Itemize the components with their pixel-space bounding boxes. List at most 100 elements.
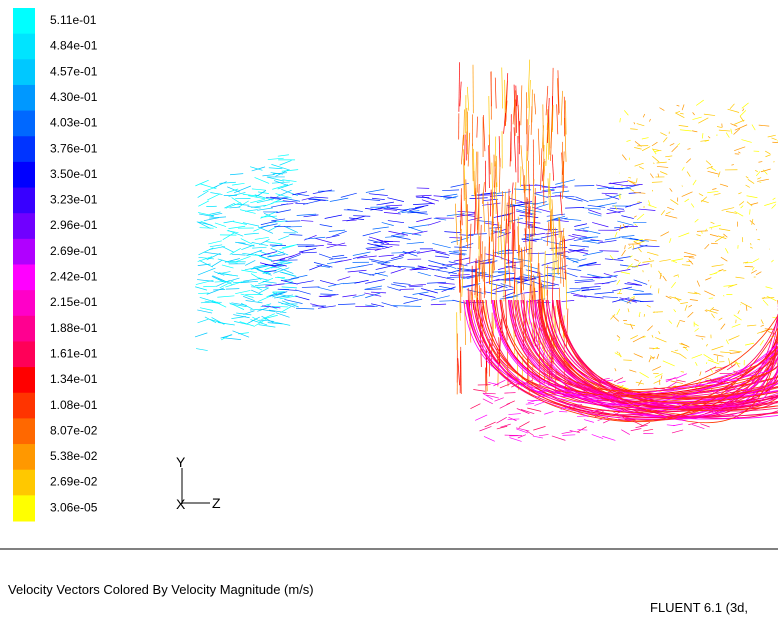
vector-glyph	[720, 380, 732, 386]
vector-glyph	[229, 248, 241, 255]
vector-glyph	[279, 255, 294, 260]
vector-glyph	[765, 286, 773, 289]
vector-glyph	[687, 292, 698, 295]
vector-glyph	[259, 308, 276, 313]
vector-glyph	[652, 155, 660, 163]
vector-glyph	[496, 199, 499, 230]
vector-glyph	[324, 214, 343, 219]
vector-glyph	[771, 204, 776, 209]
legend-swatch	[13, 213, 35, 240]
vector-glyph	[538, 434, 549, 437]
vector-glyph	[629, 255, 633, 258]
vector-glyph	[679, 353, 687, 359]
vector-glyph	[391, 232, 405, 237]
vector-glyph	[276, 189, 292, 197]
vector-glyph	[435, 251, 450, 256]
vector-glyph	[479, 224, 482, 270]
vector-glyph	[665, 214, 678, 219]
vector-glyph	[646, 251, 659, 256]
vector-glyph	[719, 385, 734, 390]
vector-glyph	[251, 289, 262, 295]
vector-glyph	[461, 134, 464, 165]
vector-glyph	[603, 394, 614, 397]
vector-glyph	[433, 217, 447, 221]
vector-glyph	[521, 238, 537, 242]
vector-glyph	[750, 202, 759, 206]
vector-glyph	[225, 281, 243, 288]
vector-glyph	[342, 294, 357, 298]
vector-glyph	[723, 233, 728, 238]
vector-glyph	[619, 297, 637, 303]
vector-glyph	[565, 100, 567, 135]
vector-glyph	[477, 184, 480, 234]
vector-glyph	[733, 128, 741, 135]
vector-glyph	[569, 430, 581, 433]
vector-glyph	[328, 229, 346, 232]
vector-glyph	[229, 206, 241, 209]
vector-glyph	[295, 295, 310, 301]
vector-glyph	[509, 196, 511, 230]
vector-glyph	[633, 353, 643, 358]
vector-glyph	[562, 434, 576, 436]
vector-glyph	[680, 112, 684, 115]
vector-glyph	[532, 179, 535, 206]
vector-glyph	[597, 416, 609, 421]
vector-glyph	[198, 292, 209, 294]
vector-glyph	[564, 238, 566, 280]
vector-glyph	[617, 256, 632, 259]
vector-glyph	[297, 280, 314, 284]
vector-glyph	[334, 258, 352, 263]
vector-glyph	[378, 208, 397, 211]
legend-label: 2.96e-01	[50, 218, 98, 232]
vector-glyph	[242, 295, 255, 301]
vector-glyph	[259, 319, 274, 322]
vector-glyph	[772, 316, 778, 319]
vector-glyph	[758, 124, 770, 127]
vector-glyph	[764, 150, 771, 155]
vector-glyph	[265, 197, 282, 200]
vector-glyph	[511, 205, 514, 251]
vector-glyph	[241, 269, 257, 274]
vector-glyph	[310, 303, 325, 308]
vector-glyph	[491, 203, 494, 242]
vector-glyph	[705, 277, 712, 281]
vector-glyph	[653, 162, 655, 164]
vector-glyph	[369, 258, 388, 264]
vector-glyph	[199, 296, 214, 302]
vector-glyph	[636, 213, 645, 221]
streak	[556, 299, 778, 424]
vector-glyph	[723, 284, 736, 287]
vector-glyph	[702, 407, 712, 411]
legend-swatch	[13, 8, 35, 35]
vector-glyph	[378, 254, 394, 257]
vector-glyph	[344, 265, 365, 270]
vector-glyph	[632, 420, 643, 426]
vector-glyph	[209, 244, 223, 248]
vector-glyph	[751, 218, 754, 225]
vector-glyph	[500, 283, 514, 288]
legend-swatch	[13, 187, 35, 214]
vector-glyph	[711, 345, 724, 351]
vector-glyph	[716, 126, 722, 128]
vector-glyph	[636, 261, 641, 267]
vector-glyph	[671, 429, 684, 434]
vector-glyph	[273, 261, 287, 265]
vector-glyph	[356, 255, 377, 259]
vector-glyph	[602, 418, 612, 424]
vector-glyph	[493, 379, 506, 387]
vector-glyph	[235, 256, 251, 263]
vector-glyph	[428, 265, 448, 269]
vector-glyph	[534, 189, 555, 194]
vector-glyph	[484, 246, 486, 281]
vector-glyph	[617, 338, 621, 342]
vector-glyph	[583, 380, 594, 387]
vector-glyph	[265, 241, 283, 245]
vector-glyph	[250, 198, 265, 204]
vector-glyph	[614, 226, 629, 229]
legend-label: 1.08e-01	[50, 398, 98, 412]
vector-glyph	[353, 215, 371, 217]
vector-glyph	[600, 275, 618, 279]
vector-glyph	[195, 286, 208, 291]
vector-glyph	[482, 202, 501, 206]
vector-glyph	[512, 99, 516, 125]
